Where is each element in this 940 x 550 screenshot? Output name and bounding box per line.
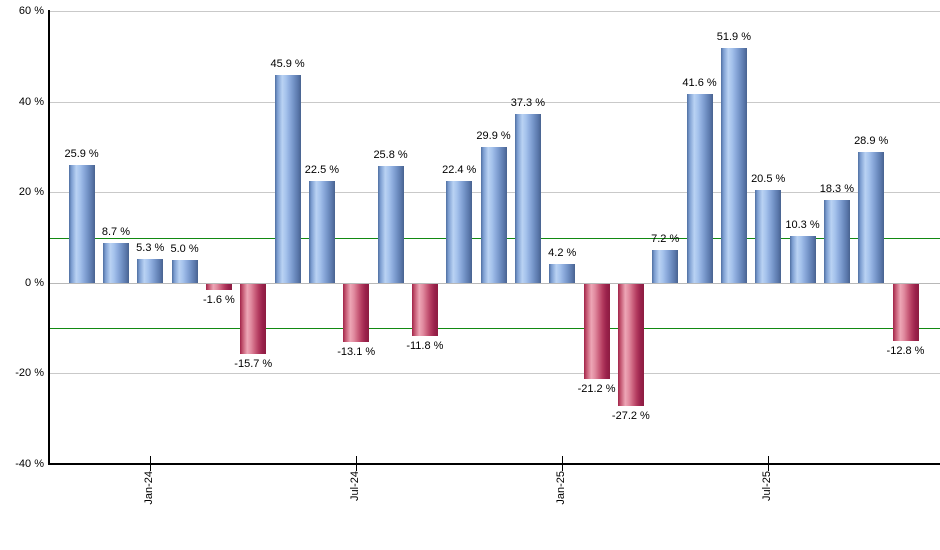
x-axis-tick-label: Jan-24 <box>143 471 156 505</box>
bar-value-label: -12.8 % <box>886 344 925 357</box>
x-axis <box>48 463 940 465</box>
bar-dec-24 <box>514 113 541 283</box>
zero-gridline <box>48 282 940 284</box>
bar-value-label: -13.1 % <box>337 346 376 359</box>
x-axis-tick-label: Jan-25 <box>555 471 568 505</box>
bar-may-24 <box>274 74 301 283</box>
x-axis-tick <box>768 456 770 471</box>
bar-value-label: -27.2 % <box>611 410 650 423</box>
bar-value-label: -1.6 % <box>203 294 235 307</box>
x-axis-tick <box>356 456 358 471</box>
bar-feb-24 <box>171 260 198 283</box>
bar-value-label: -15.7 % <box>234 357 273 370</box>
bar-value-label: 18.3 % <box>819 182 854 195</box>
bar-oct-24 <box>446 181 473 283</box>
y-axis-tick-label: 0 % <box>25 276 44 289</box>
bar-value-label: 5.3 % <box>136 241 165 254</box>
bar-mar-24 <box>205 282 232 291</box>
bar-apr-24 <box>240 282 267 354</box>
x-axis-tick-label: Jul-24 <box>349 471 362 501</box>
y-axis-tick-label: 20 % <box>18 186 44 199</box>
bar-value-label: 25.8 % <box>373 148 408 161</box>
bar-value-label: 5.0 % <box>170 243 199 256</box>
bar-value-label: 10.3 % <box>785 219 820 232</box>
bar-jun-25 <box>720 47 747 283</box>
bar-oct-25 <box>858 151 885 283</box>
bar-value-label: 37.3 % <box>510 96 545 109</box>
bar-nov-24 <box>480 147 507 283</box>
bar-value-label: 22.4 % <box>442 164 477 177</box>
bar-value-label: 4.2 % <box>548 246 577 259</box>
bar-jul-24 <box>343 282 370 343</box>
bar-aug-25 <box>789 236 816 283</box>
bar-may-25 <box>686 94 713 283</box>
bar-nov-23 <box>68 165 95 283</box>
bar-jul-25 <box>755 189 782 283</box>
x-axis-tick <box>150 456 152 471</box>
bar-value-label: 29.9 % <box>476 130 511 143</box>
bar-aug-24 <box>377 165 404 283</box>
bar-value-label: 22.5 % <box>304 163 340 176</box>
bar-apr-25 <box>652 250 679 283</box>
y-axis-tick-label: -20 % <box>15 367 44 380</box>
y-axis <box>48 10 50 465</box>
y-axis-tick-label: 60 % <box>18 5 44 17</box>
bar-value-label: 20.5 % <box>751 172 786 185</box>
bar-value-label: 41.6 % <box>682 77 717 90</box>
bar-value-label: 51.9 % <box>716 30 751 43</box>
bar-feb-25 <box>583 282 610 379</box>
bar-value-label: 25.9 % <box>64 148 99 161</box>
y-axis-tick-label: -40 % <box>15 458 44 470</box>
bar-jan-24 <box>137 258 164 283</box>
bar-jun-24 <box>308 180 335 283</box>
gridline <box>48 11 940 12</box>
y-axis-tick-label: 40 % <box>18 95 44 108</box>
reference-line <box>48 328 940 330</box>
bar-mar-25 <box>617 282 644 406</box>
bar-value-label: -11.8 % <box>406 340 444 353</box>
bar-value-label: -21.2 % <box>577 382 616 395</box>
x-axis-tick-label: Jul-25 <box>761 471 774 501</box>
bar-dec-23 <box>102 243 129 283</box>
bar-sep-25 <box>823 199 850 283</box>
x-axis-tick <box>562 456 564 471</box>
bar-value-label: 28.9 % <box>854 134 889 147</box>
gridline <box>48 373 940 375</box>
bar-nov-25 <box>892 282 919 341</box>
bar-jan-25 <box>549 263 576 283</box>
bar-value-label: 7.2 % <box>651 233 680 246</box>
gridline <box>48 101 940 103</box>
bar-value-label: 8.7 % <box>101 226 130 239</box>
bar-sep-24 <box>411 282 438 337</box>
bar-value-label: 45.9 % <box>270 57 305 70</box>
